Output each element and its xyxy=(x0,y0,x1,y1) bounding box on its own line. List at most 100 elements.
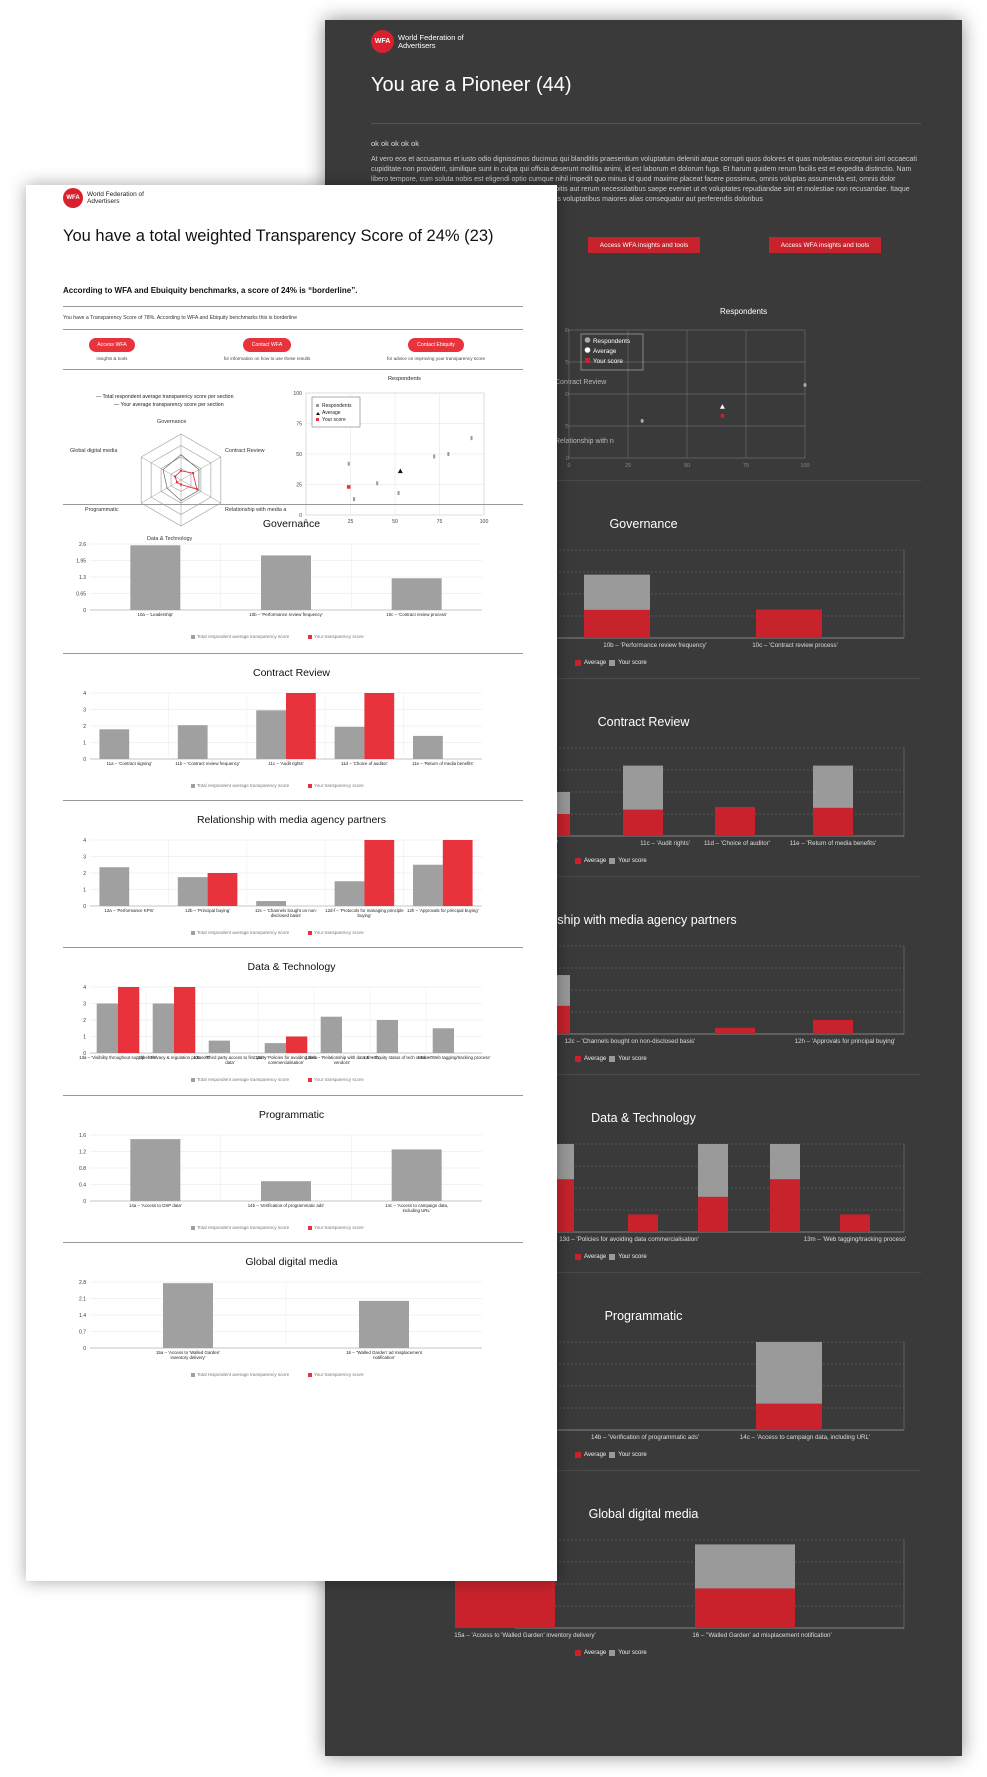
radar-average-series xyxy=(162,454,200,502)
white-report-page: WFA World Federation of Advertisers You … xyxy=(26,185,557,1581)
x-tick-label: 25 xyxy=(348,519,354,525)
y-tick-label: 0 xyxy=(566,456,569,462)
divider xyxy=(63,800,523,801)
page-title: You have a total weighted Transparency S… xyxy=(63,227,494,245)
x-category-label: 16 – ''Walled Garden' ad misplacement no… xyxy=(692,1632,832,1639)
bar-average xyxy=(623,809,663,836)
y-tick-label: 4 xyxy=(83,691,86,697)
wfa-logo: WFA World Federation of Advertisers xyxy=(63,188,167,208)
bar-your-score xyxy=(364,693,395,759)
legend-swatch xyxy=(609,1254,616,1260)
legend-label: Your transparency score xyxy=(314,634,364,639)
y-tick-label: 0 xyxy=(83,757,86,763)
legend-label: Your transparency score xyxy=(314,1225,364,1230)
x-category-label: 15a – 'Access to 'Walled Garden' invento… xyxy=(155,1350,221,1360)
respondents-scatter: 0 25 50 75 100 0 25 50 75 100 RespondentsAverageYo… xyxy=(293,391,488,525)
respondent-point xyxy=(470,436,473,441)
bar-average xyxy=(756,609,822,638)
respondent-point xyxy=(433,454,436,459)
legend-swatch xyxy=(191,1077,195,1082)
x-tick-label: 75 xyxy=(437,519,443,525)
x-category-label: 11b – 'Contract review frequency' xyxy=(175,761,240,766)
legend-swatch xyxy=(575,1650,581,1656)
legend-label: Your score xyxy=(618,1056,647,1062)
bar-legend: Average Your score xyxy=(575,660,647,666)
x-tick-label: 0 xyxy=(567,463,570,469)
legend-label: Total respondent average transparency sc… xyxy=(197,634,290,639)
x-category-label: 13d – 'Policies for avoiding data commer… xyxy=(255,1055,317,1065)
bar-legend: Average Your score xyxy=(575,1056,647,1062)
divider xyxy=(63,369,523,370)
legend-average: Total respondent average transparency sc… xyxy=(191,1077,289,1082)
x-category-label: 13m – 'Web tagging/tracking process' xyxy=(417,1055,491,1060)
radar-legend-average: — Total respondent average transparency … xyxy=(96,394,234,400)
legend-label: Average xyxy=(584,660,607,666)
y-tick-label: 1.4 xyxy=(79,1313,86,1319)
contact-wfa-button[interactable]: Contact WFA xyxy=(243,338,291,352)
legend-swatch xyxy=(609,858,616,864)
wfa-logo-text: World Federation of Advertisers xyxy=(398,32,464,50)
section-title: Programmatic xyxy=(604,1309,683,1323)
x-category-label: 11e – 'Return of media benefits' xyxy=(412,761,474,766)
radar-axis xyxy=(141,479,182,504)
legend-label: Average xyxy=(584,1452,607,1458)
section-bar-chart xyxy=(515,1143,905,1233)
access-wfa-insights-button-2[interactable]: Access WFA insights and tools xyxy=(769,237,881,253)
section-title: Relationship with media agency partners xyxy=(196,814,387,826)
legend-label: Your transparency score xyxy=(314,1372,364,1377)
legend-marker xyxy=(584,347,591,353)
radar-axis-label: Programmatic xyxy=(85,507,119,513)
bar-average xyxy=(261,1181,311,1201)
bar-average xyxy=(177,877,208,906)
bar-average xyxy=(130,1139,181,1201)
bar-legend: Average Your score xyxy=(575,858,647,864)
divider xyxy=(63,504,523,505)
x-category-label: 12a – 'Performance KPIs' xyxy=(104,908,154,913)
y-tick-label: 1 xyxy=(83,741,86,747)
section-bar-chart: 0 1 2 3 4 xyxy=(83,838,482,910)
dark-respondents-scatter: 00 25 25 50 50 75 75 100 100 Respondents Average Yo… xyxy=(565,328,810,469)
x-category-label: 11d – 'Choice of auditor' xyxy=(704,840,770,847)
y-tick-label: 0.7 xyxy=(79,1330,86,1336)
respondent-point xyxy=(353,497,356,502)
x-category-label: 11c – 'Audit rights' xyxy=(268,761,304,766)
section-title: Data & Technology xyxy=(591,1111,696,1125)
x-tick-label: 50 xyxy=(392,519,398,525)
bar-average xyxy=(264,1043,286,1053)
y-tick-label: 0.4 xyxy=(79,1183,86,1189)
bar-average xyxy=(320,1016,342,1053)
access-wfa-button[interactable]: Access WFA xyxy=(89,338,135,352)
legend-swatch xyxy=(191,634,195,639)
legend-marker xyxy=(584,337,591,343)
x-category-label: 10a – 'Leadership' xyxy=(137,612,174,617)
section-bar-chart: 0 0.65 1.3 1.95 2.6 xyxy=(76,542,482,614)
bar-average xyxy=(376,1020,398,1053)
y-tick-label: 4 xyxy=(83,985,86,991)
y-tick-label: 2 xyxy=(83,724,86,730)
bar-average xyxy=(359,1300,409,1348)
contact-ebiquity-button[interactable]: Contact Ebiquity xyxy=(408,338,464,352)
section-title: Data & Technology xyxy=(247,961,336,973)
average-point xyxy=(397,468,403,474)
x-category-label: 13a – 'Visibility throughout supply-chai… xyxy=(79,1055,157,1060)
access-wfa-insights-button-1[interactable]: Access WFA insights and tools xyxy=(588,237,700,253)
x-category-label: 13d – 'Policies for avoiding data commer… xyxy=(559,1236,699,1243)
legend-marker xyxy=(585,358,590,363)
x-tick-label: 75 xyxy=(743,463,749,469)
y-tick-label: 2.6 xyxy=(79,542,86,548)
divider xyxy=(371,678,921,679)
x-category-label: 12d-f – 'Protocols for managing principl… xyxy=(325,908,404,918)
legend-label: Your score xyxy=(618,1452,647,1458)
y-tick-label: 0 xyxy=(83,904,86,910)
divider xyxy=(371,123,921,124)
legend-swatch xyxy=(308,1372,312,1377)
wfa-logo: WFA World Federation of Advertisers xyxy=(371,30,478,53)
divider xyxy=(371,1074,921,1075)
y-tick-label: 75 xyxy=(565,360,569,366)
divider xyxy=(371,1470,921,1471)
bar-average xyxy=(256,901,286,906)
y-tick-label: 100 xyxy=(565,328,569,334)
legend-average: Total respondent average transparency sc… xyxy=(191,634,289,639)
y-tick-label: 50 xyxy=(296,452,302,458)
legend-label: Your score xyxy=(618,660,647,666)
